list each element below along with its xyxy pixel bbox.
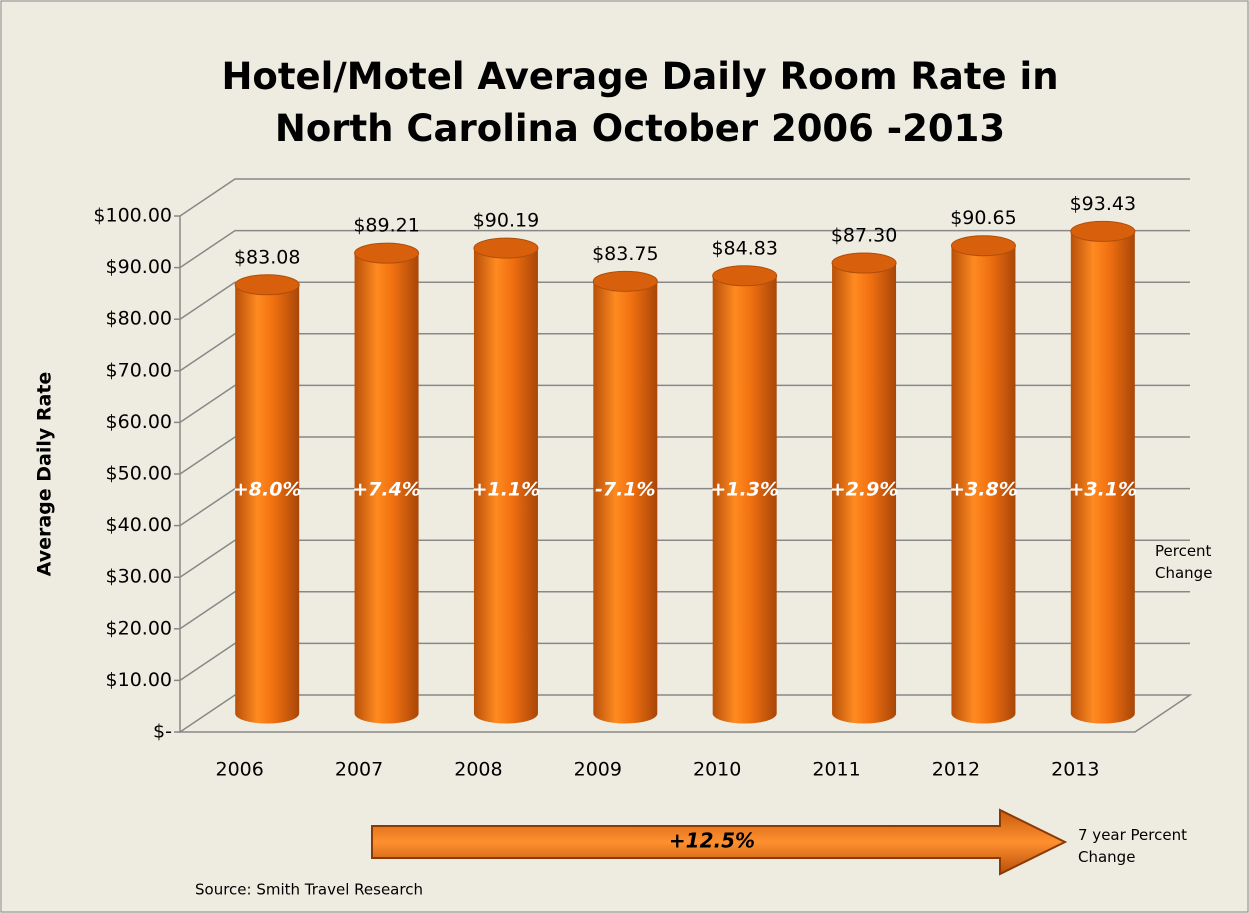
bar [712,275,777,724]
y-tick-label: $90.00 [106,256,172,278]
y-tick-label: $20.00 [106,617,172,639]
bar-top [592,270,658,292]
y-tick-label: $- [153,721,172,743]
value-label: $84.83 [711,237,777,259]
value-label: $93.43 [1070,193,1136,215]
x-tick-label: 2011 [812,759,860,781]
value-label: $87.30 [831,225,897,247]
y-tick-label: $100.00 [93,205,172,227]
total-change-arrow [371,808,1068,876]
bar-top [234,274,300,296]
percent-change-label: Percent Change [1155,542,1213,582]
x-tick-label: 2013 [1051,759,1099,781]
grid-line [179,229,1190,269]
value-label: $83.08 [234,246,300,268]
y-tick-label: $80.00 [106,308,172,330]
grid-line [179,591,1190,630]
percent-change: +2.9% [830,479,899,501]
percent-change: +3.1% [1069,479,1138,501]
bar [832,263,897,724]
bar-top [831,252,897,274]
value-label: $90.19 [473,210,539,232]
total-change: +12.5% [669,829,755,853]
x-tick-label: 2012 [932,759,980,781]
percent-change: +7.4% [352,479,421,501]
bar-top [473,237,539,259]
x-tick-label: 2009 [574,759,622,781]
grid-line [179,436,1190,475]
bar [235,284,300,724]
value-label: $89.21 [353,215,419,237]
bar-top [354,242,420,264]
total-change-label: 7 year Percent Change [1078,826,1187,866]
percent-change: +1.1% [472,479,541,501]
bar [593,281,658,724]
grid-line [179,539,1190,578]
percent-change: +3.8% [949,479,1018,501]
y-tick-label: $30.00 [106,566,172,588]
bar [1070,231,1135,724]
x-tick-label: 2007 [335,759,383,781]
grid-line [179,178,1190,217]
bar-top [712,265,778,287]
grid-line [179,384,1190,424]
source: Source: Smith Travel Research [195,881,423,899]
bar-top [1070,220,1136,242]
bar [354,253,419,724]
value-label: $90.65 [950,207,1016,229]
chart-title: Hotel/Motel Average Daily Room Rate in No… [221,55,1058,150]
grid-line [179,333,1190,372]
x-tick-label: 2010 [693,759,741,781]
y-tick-label: $50.00 [106,463,172,485]
x-tick-label: 2008 [454,759,502,781]
percent-change: -7.1% [595,479,656,501]
percent-change: +1.3% [710,479,779,501]
bar [951,245,1016,724]
floor [177,694,1193,733]
grid-line [179,642,1190,682]
bar-top [950,235,1016,257]
grid-line [179,281,1190,320]
y-tick-label: $40.00 [106,514,172,536]
y-tick-label: $60.00 [106,411,172,433]
bar [473,248,538,724]
grid-line [179,487,1190,527]
x-tick-label: 2006 [216,759,264,781]
value-label: $83.75 [592,243,658,265]
y-axis-label: Average Daily Rate [34,372,56,577]
percent-change: +8.0% [233,479,302,501]
plot: $- $10.00 $20.00 $30.00 $40.00 $50.00 $60.00 $7… [93,178,1193,781]
y-tick-label: $10.00 [106,669,172,691]
y-tick-label: $70.00 [106,359,172,381]
